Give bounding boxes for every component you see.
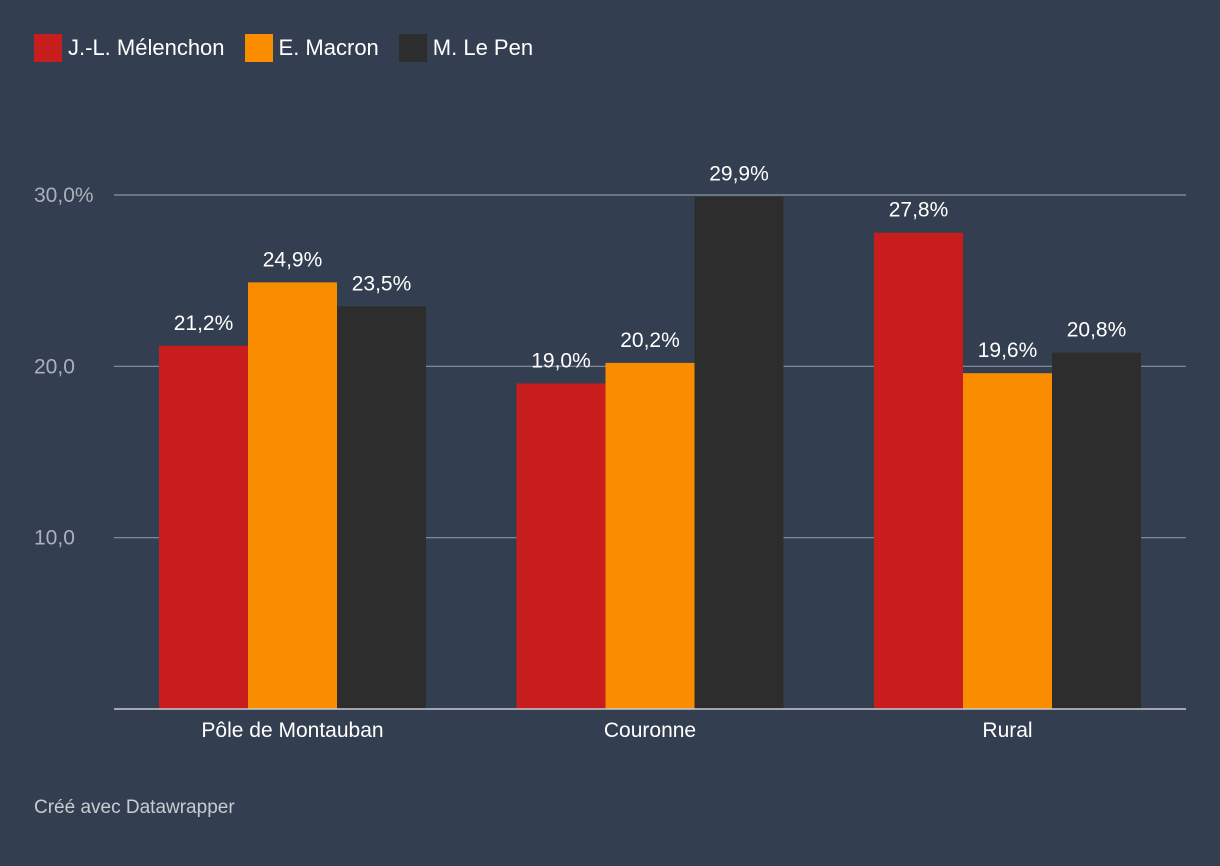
- data-label-1-3: 23,5%: [352, 272, 412, 295]
- legend-swatch-melenchon: [34, 34, 62, 62]
- y-tick-label-2: 10,0: [34, 527, 75, 550]
- data-label-2-3: 29,9%: [709, 163, 769, 186]
- legend-item-melenchon: J.-L. Mélenchon: [34, 34, 225, 62]
- bar-3-3: [1052, 352, 1141, 709]
- credit-text[interactable]: Créé avec Datawrapper: [34, 797, 235, 818]
- data-label-2-1: 19,0%: [531, 349, 591, 372]
- data-label-2-2: 20,2%: [620, 329, 680, 352]
- legend: J.-L. Mélenchon E. Macron M. Le Pen: [34, 34, 553, 62]
- bar-2-3: [694, 196, 784, 710]
- bar-3-1: [874, 232, 963, 709]
- bar-3-2: [963, 373, 1052, 709]
- data-label-1-1: 21,2%: [174, 312, 234, 335]
- legend-item-macron: E. Macron: [244, 34, 379, 62]
- x-tick-label-3: Rural: [982, 719, 1032, 742]
- y-tick-label-0: 30,0%: [34, 184, 94, 207]
- data-label-3-1: 27,8%: [889, 199, 949, 222]
- data-label-3-3: 20,8%: [1067, 319, 1127, 342]
- y-tick-label-1: 20,0: [34, 355, 75, 378]
- bar-1-1: [159, 345, 248, 709]
- legend-label-macron: E. Macron: [278, 35, 379, 60]
- bar-1-2: [248, 282, 337, 709]
- legend-label-melenchon: J.-L. Mélenchon: [68, 35, 225, 60]
- bar-2-1: [516, 383, 606, 709]
- legend-swatch-le-pen: [398, 34, 427, 62]
- bar-2-2: [605, 362, 695, 709]
- x-tick-label-2: Couronne: [604, 719, 696, 742]
- legend-swatch-macron: [244, 34, 273, 62]
- legend-label-le-pen: M. Le Pen: [432, 35, 534, 60]
- legend-item-le-pen: M. Le Pen: [398, 34, 534, 62]
- bar-1-3: [337, 306, 426, 709]
- x-tick-label-1: Pôle de Montauban: [201, 719, 383, 742]
- data-label-1-2: 24,9%: [263, 248, 323, 271]
- data-label-3-2: 19,6%: [978, 339, 1038, 362]
